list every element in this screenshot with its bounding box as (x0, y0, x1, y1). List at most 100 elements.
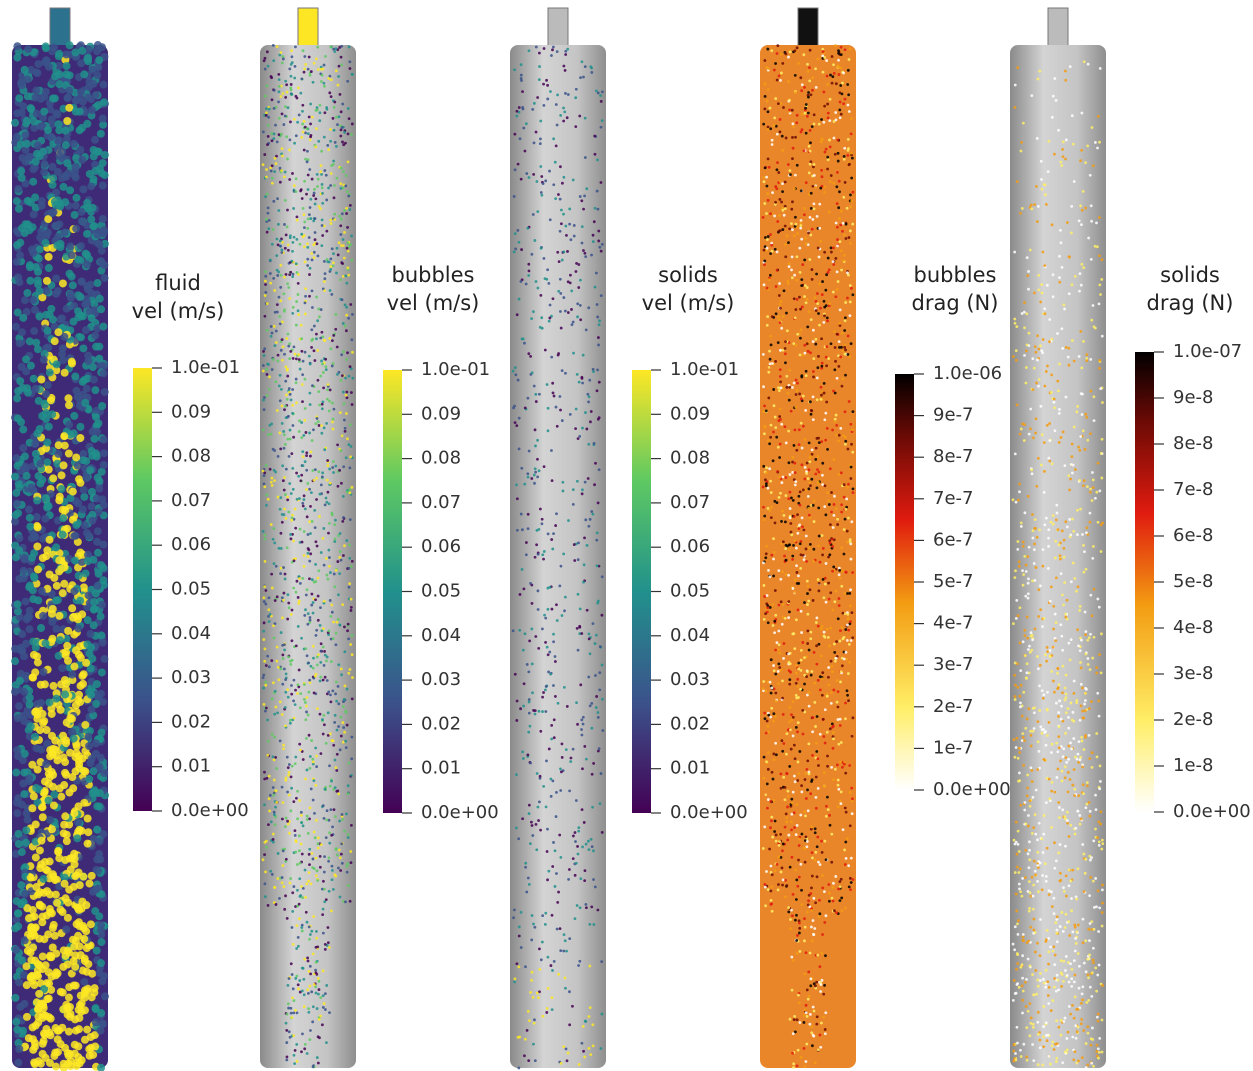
particle (62, 718, 71, 727)
particle (333, 140, 337, 144)
particle (304, 431, 308, 434)
particle (325, 809, 329, 813)
particle (540, 193, 544, 197)
particle (292, 559, 296, 563)
particle (314, 197, 318, 201)
particle (317, 979, 321, 983)
particle (807, 742, 811, 746)
particle (551, 969, 554, 972)
particle (12, 488, 21, 497)
particle (312, 830, 316, 834)
particle (789, 522, 793, 525)
particle (267, 665, 271, 669)
particle (286, 790, 289, 794)
particle (280, 520, 284, 524)
particle (40, 717, 49, 726)
particle (31, 732, 40, 741)
particle (594, 706, 598, 709)
particle (19, 102, 28, 111)
particle (596, 908, 600, 912)
particle (827, 683, 831, 687)
particle (321, 191, 324, 195)
particle (281, 154, 284, 158)
particle (303, 1043, 307, 1046)
particle (839, 877, 843, 881)
particle (312, 250, 316, 254)
particle (526, 753, 530, 757)
particle (807, 599, 811, 603)
particle (37, 201, 46, 210)
particle (516, 229, 520, 232)
particle (851, 293, 855, 297)
particle (790, 812, 794, 816)
particle (810, 448, 814, 452)
particle (315, 498, 318, 501)
particle (263, 585, 267, 589)
particle (800, 112, 804, 116)
particle (304, 294, 307, 298)
particle (851, 797, 854, 801)
particle (263, 279, 267, 283)
particle (350, 338, 354, 342)
particle (276, 877, 280, 880)
particle (766, 157, 770, 161)
particle (790, 828, 793, 832)
particle (280, 338, 284, 342)
particle (774, 613, 778, 617)
particle (795, 448, 799, 452)
particle (565, 705, 569, 708)
particle (50, 931, 59, 940)
particle (764, 556, 768, 560)
particle (308, 937, 311, 941)
particle (596, 417, 600, 421)
particle (329, 45, 333, 49)
particle (515, 962, 519, 966)
particle (54, 136, 63, 145)
particle (298, 242, 302, 246)
particle (272, 636, 276, 640)
particle (581, 1025, 585, 1028)
particle (826, 116, 830, 120)
particle (346, 225, 349, 229)
particle (763, 595, 767, 598)
particle (98, 402, 107, 411)
particle (527, 812, 531, 815)
particle (75, 126, 84, 135)
particle (272, 778, 276, 782)
particle (76, 145, 85, 154)
particle (84, 732, 93, 741)
particle (577, 541, 580, 545)
particle (317, 204, 321, 208)
particle (71, 96, 80, 105)
particle (27, 245, 36, 254)
particle (525, 172, 529, 175)
particle (341, 494, 345, 498)
particle (284, 272, 288, 276)
particle (316, 45, 320, 49)
particle (289, 74, 293, 78)
particle (518, 593, 522, 596)
particle (581, 353, 585, 357)
particle (824, 355, 828, 359)
particle (795, 803, 799, 806)
particle (843, 253, 846, 257)
particle (312, 349, 316, 353)
particle (22, 615, 31, 624)
particle (290, 608, 294, 612)
particle (595, 303, 599, 306)
particle (835, 700, 839, 704)
particle (774, 200, 777, 204)
particle (319, 483, 323, 487)
particle (814, 309, 818, 312)
particle (796, 608, 800, 612)
particle (566, 47, 570, 51)
particle (18, 630, 27, 639)
particle (294, 755, 298, 759)
particle (36, 979, 45, 988)
particle (827, 499, 830, 503)
particle (270, 697, 274, 701)
particle (541, 553, 545, 557)
particle (275, 645, 279, 649)
particle (580, 1041, 584, 1045)
particle (780, 866, 784, 870)
